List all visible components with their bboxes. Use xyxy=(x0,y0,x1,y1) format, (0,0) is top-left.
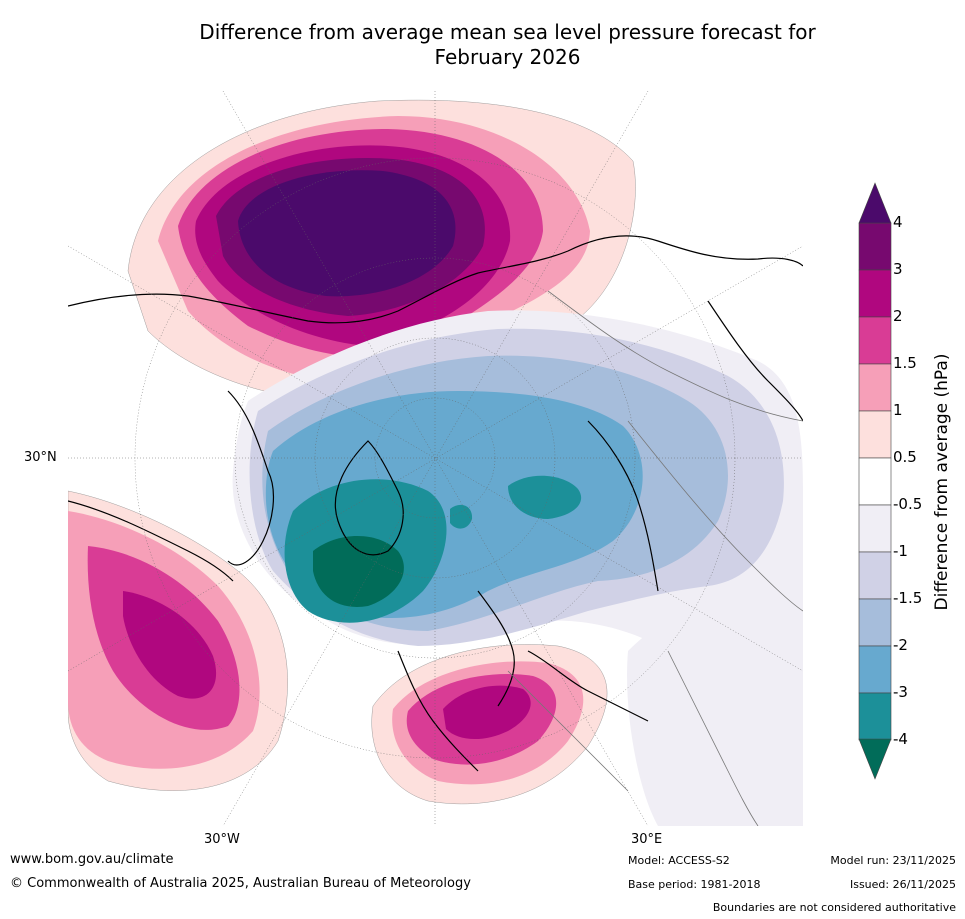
colorbar-tick: 1.5 xyxy=(893,354,917,372)
europe-high-2 xyxy=(443,685,531,740)
map-fields xyxy=(68,99,803,826)
footer-issued: Issued: 26/11/2025 xyxy=(849,878,956,891)
colorbar-tick: 3 xyxy=(893,260,903,278)
colorbar-tick: -1 xyxy=(893,542,908,560)
colorbar-bin--2_to_-1.5 xyxy=(858,598,892,647)
colorbar-tick: -1.5 xyxy=(893,589,923,607)
pacific-high-4 xyxy=(238,170,456,297)
country-borders xyxy=(507,290,803,826)
colorbar-bins xyxy=(858,222,892,741)
colorbar-tick: -0.5 xyxy=(893,495,923,513)
lon-label-30e: 30°E xyxy=(631,832,663,847)
footer-base-period: Base period: 1981-2018 xyxy=(628,878,761,891)
colorbar-bin--1_to_-0.5 xyxy=(858,504,892,553)
colorbar-tick: -4 xyxy=(893,730,908,748)
pressure-anomaly-map xyxy=(68,91,803,826)
colorbar-bottom-arrow xyxy=(858,738,892,780)
colorbar-bin-2_to_3 xyxy=(858,269,892,318)
colorbar-top-arrow xyxy=(858,182,892,224)
coastlines xyxy=(68,235,803,772)
asia-low-neg0.5 xyxy=(627,591,803,826)
title-line-1: Difference from average mean sea level p… xyxy=(199,20,816,44)
lon-label-30w: 30°W xyxy=(204,832,240,847)
colorbar-tick: -3 xyxy=(893,683,908,701)
atlantic-high-2 xyxy=(123,591,217,699)
colorbar-bin-neutral xyxy=(858,457,892,506)
colorbar-bin--1.5_to_-1 xyxy=(858,551,892,600)
colorbar-tick: -2 xyxy=(893,636,908,654)
title-line-2: February 2026 xyxy=(434,45,581,69)
footer-model-run: Model run: 23/11/2025 xyxy=(830,854,956,867)
colorbar-bin--3_to_-2 xyxy=(858,645,892,694)
scandinavia-low-neg3 xyxy=(508,475,582,519)
colorbar-bin-1.5_to_2 xyxy=(858,316,892,365)
colorbar-bin-1_to_1.5 xyxy=(858,363,892,412)
footer-copyright: © Commonwealth of Australia 2025, Austra… xyxy=(10,876,471,891)
colorbar-tick: 0.5 xyxy=(893,448,917,466)
colorbar xyxy=(858,182,892,780)
north-sea-low-neg3 xyxy=(450,504,473,529)
colorbar-bin-3_to_4 xyxy=(858,222,892,271)
colorbar-tick: 1 xyxy=(893,401,903,419)
colorbar-title: Difference from average (hPa) xyxy=(932,353,952,611)
chart-title: Difference from average mean sea level p… xyxy=(40,20,965,70)
colorbar-tick: 4 xyxy=(893,213,903,231)
footer-disclaimer: Boundaries are not considered authoritat… xyxy=(712,901,956,914)
colorbar-bin-0.5_to_1 xyxy=(858,410,892,459)
colorbar-bin--4_to_-3 xyxy=(858,692,892,741)
lat-label-30n: 30°N xyxy=(24,450,57,465)
graticule xyxy=(68,91,803,826)
colorbar-tick: 2 xyxy=(893,307,903,325)
footer-website[interactable]: www.bom.gov.au/climate xyxy=(10,852,174,867)
footer-model: Model: ACCESS-S2 xyxy=(628,854,730,867)
